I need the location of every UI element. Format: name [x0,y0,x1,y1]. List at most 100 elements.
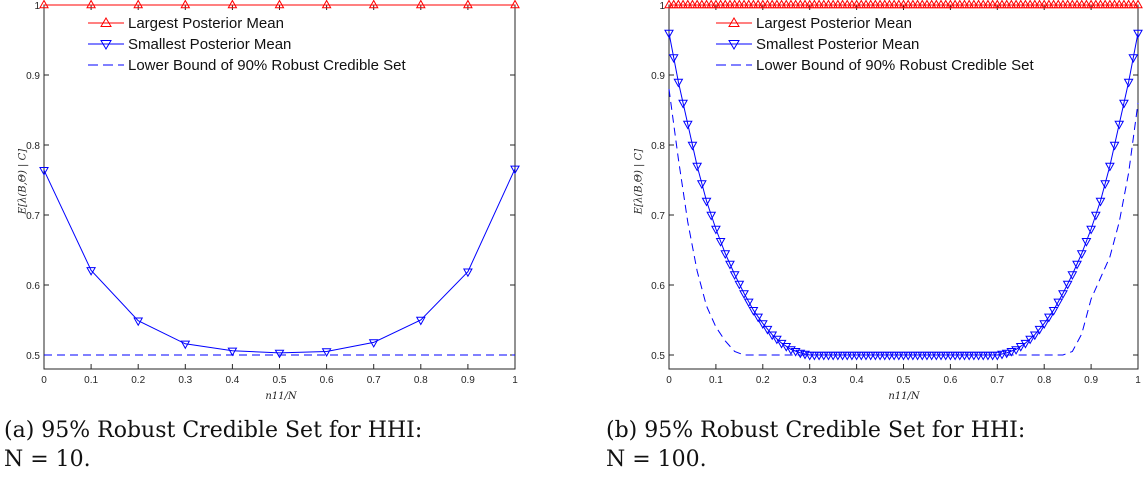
b-series-0-point [1029,0,1040,9]
panel-a: 0 0.1 0.2 0.3 0.4 0.5 0.6 0.7 0.8 0.9 1 0.5 0.6 0.7 0.… [0,0,560,493]
b-series-1-point [1025,335,1036,345]
legend-a-blue-triangle-icon [88,40,124,50]
a-y-tick-label: 1 [34,1,40,12]
x-axis-label-a: n11/N [265,391,297,402]
a-y-tick-label: 0.8 [26,141,40,152]
b-series-0-point [1053,0,1064,9]
b-series-0-point [814,0,824,9]
b-series-0-point [945,0,956,9]
b-series-1-point [1020,339,1031,349]
b-series-1-point [940,351,951,361]
b-series-0-point [809,0,820,9]
b-series-0-point [1104,0,1115,9]
a-x-tick-label: 0.8 [414,375,428,386]
b-series-1-point [973,351,984,361]
b-series-0-point [907,0,918,9]
a-series-0-point [510,0,520,9]
legend-a-lower-bound-label: Lower Bound of 90% Robust Credible Set [128,57,406,74]
b-series-1-point [978,351,989,361]
b-series-1-point [870,351,881,361]
a-x-tick-label: 0.9 [461,375,475,386]
b-series-0-point [1015,0,1026,9]
b-series-1-point [725,260,735,270]
b-series-1-point [757,320,768,330]
legend-a-largest-label: Largest Posterior Mean [128,15,284,32]
b-series-0-point [856,0,867,9]
b-x-tick-label: 0.8 [1037,375,1051,386]
b-series-0-point [931,0,942,9]
b-series-0-point [842,0,853,9]
a-series-1-point [180,340,191,350]
b-series-0-point [1025,0,1036,9]
a-series-0-point [133,0,144,9]
b-series-1-point [1090,211,1101,221]
b-series-1-point [696,180,707,190]
b-series-0-point [762,0,773,9]
b-series-1-point [1067,271,1078,281]
b-series-0-point [917,0,928,9]
a-y-tick-label: 0.5 [26,351,40,362]
a-series-0-point [180,0,191,9]
b-series-1-point [983,351,993,361]
b-series-1-point [678,99,688,109]
b-series-1-point [701,197,712,207]
a-series-0-point [86,0,97,9]
b-series-1-point [931,351,942,361]
b-series-1-point [865,351,876,361]
b-series-0-point [983,0,993,9]
b-series-1-point [814,351,824,361]
b-series-1 [664,29,1143,361]
b-series-0-point [828,0,839,9]
b-series-1-point [847,351,857,361]
b-series-0-point [757,0,768,9]
x-axis-label-b: n11/N [888,391,920,402]
b-series-0-point [903,0,914,9]
b-series-1-point [804,351,815,361]
b-series-1-point [912,351,923,361]
b-series-0-point [851,0,862,9]
b-series-1-point [1095,197,1106,207]
b-series-1-point [1119,99,1129,109]
b-series-0-point [898,0,909,9]
legend-a-red-triangle-icon [88,17,124,27]
b-series-0-point [1072,0,1082,9]
b-series-1-point [1128,54,1139,64]
legend-b-blue-triangle-icon [716,40,752,50]
b-series-0-point [893,0,904,9]
b-series-0-point [771,0,782,9]
b-series-0-point [664,0,674,9]
b-series-1-point [889,351,900,361]
a-series-0 [39,0,520,9]
b-series-0-point [847,0,857,9]
a-x-tick-label: 0.6 [320,375,334,386]
b-series-0-point [1133,0,1143,9]
b-series-1-point [832,351,843,361]
a-x-tick-label: 0 [41,375,47,386]
b-series-1-point [1072,260,1082,270]
b-series-0-point [1039,0,1050,9]
b-series-0-point [978,0,989,9]
b-series-1-point [1053,298,1064,308]
a-series-1-point [368,339,379,348]
b-series-0-point [673,0,684,9]
b-series-0-point [861,0,871,9]
chart-b: 0 0.1 0.2 0.3 0.4 0.5 0.6 0.7 0.8 0.9 1 0.5 0.6 0.7 0.… [651,0,1143,386]
b-y-tick-label: 0.5 [651,351,665,362]
a-series-1-point [415,316,426,326]
b-series-0-point [912,0,923,9]
a-y-tick-label: 0.6 [26,281,40,292]
b-series-1-point [959,351,970,361]
caption-b-label: (b) 95% Robust Credible Set for HHI: [606,418,1026,443]
b-x-tick-label: 0 [666,375,672,386]
b-series-0-point [879,0,890,9]
b-series-0-point [1128,0,1139,9]
b-series-1-point [682,120,693,130]
b-series-0-point [734,0,745,9]
b-series-0-point [1048,0,1059,9]
b-series-1-point [898,351,909,361]
b-series-1-point [837,351,848,361]
b-series-1-point [856,351,867,361]
b-series-1-point [1048,307,1059,316]
b-series-0-point [1034,0,1045,9]
b-series-1-point [1039,320,1050,330]
